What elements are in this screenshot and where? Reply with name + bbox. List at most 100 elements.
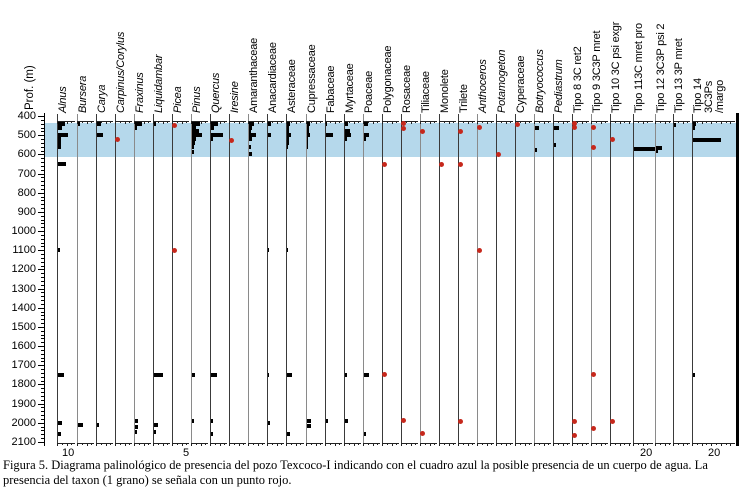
bottom-ruler [515, 443, 532, 444]
presence-bar [97, 133, 103, 138]
top-ruler [534, 121, 551, 122]
presence-bar [307, 137, 308, 141]
taxon-axis [57, 114, 58, 446]
depth-minor-tick [41, 430, 44, 432]
presence-bar [345, 121, 348, 126]
taxon-axis [96, 114, 97, 446]
ruler-tick [77, 121, 78, 124]
ruler-tick [57, 121, 58, 124]
depth-minor-tick [41, 177, 44, 179]
top-ruler [515, 121, 532, 122]
presence-bar [287, 432, 290, 437]
ruler-tick [529, 443, 531, 445]
ruler-tick [682, 443, 684, 446]
ruler-tick [534, 443, 535, 446]
ruler-tick [534, 121, 535, 124]
ruler-tick [677, 121, 679, 123]
ruler-tick [382, 443, 383, 446]
ruler-tick [105, 443, 107, 446]
ruler-tick [659, 443, 661, 445]
ruler-tick [624, 443, 626, 445]
taxon-label: Pediastrum [553, 59, 565, 113]
depth-minor-tick [41, 158, 44, 160]
ruler-tick [252, 443, 254, 445]
ruler-tick [320, 443, 322, 445]
ruler-tick [281, 121, 283, 123]
presence-bar [693, 121, 696, 126]
taxon-label: Picea [172, 86, 184, 113]
presence-bar [364, 121, 368, 126]
depth-minor-tick [41, 185, 44, 187]
ruler-tick [191, 443, 192, 446]
ruler-tick [124, 443, 126, 446]
ruler-tick [363, 443, 364, 446]
presence-bar [693, 137, 721, 142]
ruler-tick [730, 443, 732, 446]
ruler-tick [300, 121, 302, 123]
presence-bar [58, 133, 68, 138]
taxon-axis [515, 114, 516, 446]
depth-minor-tick [41, 196, 44, 198]
top-ruler [96, 121, 113, 122]
ruler-tick [637, 443, 639, 445]
presence-bar [154, 121, 156, 126]
ruler-tick [105, 121, 107, 124]
top-ruler [344, 121, 361, 122]
ruler-tick [443, 443, 445, 445]
ruler-tick [562, 121, 564, 124]
ruler-tick [344, 443, 345, 446]
ruler-tick [642, 121, 644, 124]
presence-bar [78, 422, 83, 427]
presence-bar [192, 372, 195, 377]
presence-bar [58, 137, 61, 141]
ruler-tick [682, 121, 684, 124]
ruler-tick [320, 121, 322, 123]
ruler-tick [315, 443, 317, 446]
depth-minor-tick [41, 349, 44, 351]
presence-bar [656, 145, 662, 150]
depth-minor-tick [41, 319, 44, 321]
ruler-tick [543, 443, 545, 446]
ruler-tick [339, 121, 341, 123]
ruler-tick [505, 121, 507, 124]
ruler-tick [500, 121, 502, 123]
figure-caption: Figura 5. Diagrama palinológico de prese… [3, 458, 708, 487]
ruler-tick [306, 443, 307, 446]
presence-dot [439, 162, 444, 168]
ruler-tick [157, 121, 159, 123]
presence-bar [345, 137, 347, 141]
ruler-tick [706, 443, 708, 445]
depth-tick-label: 600 [17, 148, 36, 161]
diagram-right-border [736, 113, 739, 446]
ruler-tick [233, 121, 235, 123]
ruler-tick [229, 121, 230, 124]
depth-minor-tick [41, 338, 44, 340]
ruler-tick [633, 121, 634, 124]
ruler-tick [377, 443, 379, 445]
bottom-ruler [591, 443, 608, 444]
presence-bar [97, 121, 101, 126]
taxon-axis [692, 114, 693, 446]
ruler-tick [405, 121, 407, 123]
bottom-ruler [153, 443, 170, 444]
ruler-tick [669, 443, 671, 445]
bottom-ruler [248, 443, 265, 444]
depth-tick-label: 1700 [11, 359, 36, 372]
presence-bar [192, 140, 195, 145]
depth-minor-tick [41, 311, 44, 313]
ruler-tick [415, 121, 417, 123]
presence-dot [401, 121, 406, 127]
ruler-tick [439, 443, 440, 446]
bottom-ruler [553, 443, 570, 444]
depth-minor-tick [41, 181, 44, 183]
ruler-tick [659, 121, 661, 123]
taxon-label: Carya [96, 84, 108, 113]
ruler-tick [367, 443, 369, 445]
ruler-tick [633, 443, 634, 446]
ruler-tick [510, 121, 512, 123]
depth-minor-tick [41, 369, 44, 371]
depth-major-tick [38, 192, 44, 194]
top-ruler [496, 121, 513, 122]
presence-dot [477, 247, 482, 253]
ruler-tick [334, 443, 336, 446]
